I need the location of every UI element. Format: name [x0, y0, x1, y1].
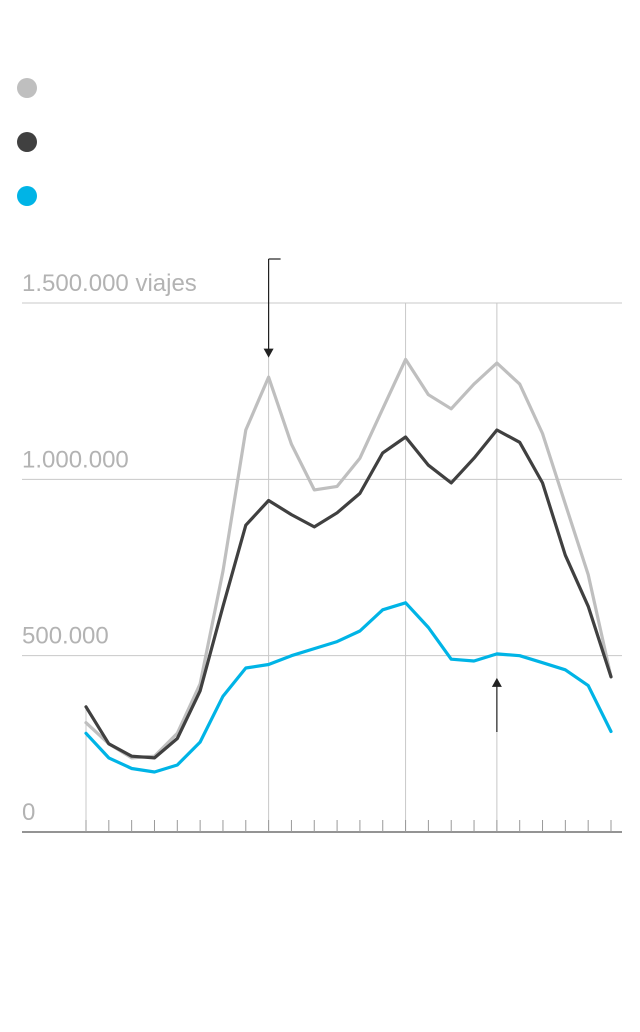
series-line-2	[84, 428, 613, 760]
y-tick-label: 500.000	[22, 623, 109, 650]
annotation-arrow-head	[263, 348, 274, 358]
series-line-3	[84, 601, 613, 774]
annotation-arrow-head	[491, 677, 502, 687]
y-tick-label: 0	[22, 799, 35, 826]
series-line-1	[84, 357, 613, 760]
legend-dot-series-1	[17, 78, 37, 98]
y-tick-label: 1.500.000 viajes	[22, 270, 197, 297]
legend-dot-series-2	[17, 132, 37, 152]
legend-dot-series-3	[17, 186, 37, 206]
y-tick-label: 1.000.000	[22, 446, 129, 473]
